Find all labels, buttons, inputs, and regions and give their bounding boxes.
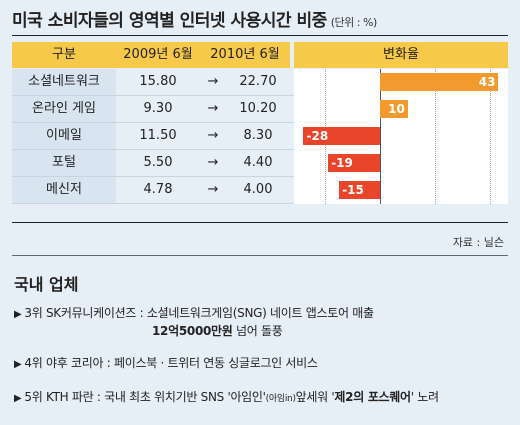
triangle-icon: ▶ bbox=[14, 359, 22, 370]
bar-label: -19 bbox=[331, 156, 353, 170]
domestic-item-1-line2: 12억5000만원 넘어 돌풍 bbox=[152, 322, 283, 339]
arrow-icon: → bbox=[207, 182, 219, 197]
row-name: 메신저 bbox=[12, 177, 116, 203]
row-separator bbox=[12, 203, 294, 204]
value-2009: 4.78 bbox=[143, 182, 173, 197]
table-row: 소셜네트워크 15.80 → 22.70 bbox=[12, 69, 294, 95]
row-separator bbox=[12, 95, 294, 96]
bar: 10 bbox=[380, 100, 408, 118]
triangle-icon: ▶ bbox=[14, 393, 22, 404]
row-name: 포털 bbox=[12, 150, 116, 176]
chart-title: 미국 소비자들의 영역별 인터넷 사용시간 비중 (단위 : %) bbox=[12, 6, 377, 31]
value-2009: 15.80 bbox=[139, 74, 177, 89]
zero-axis bbox=[380, 69, 382, 204]
item-company: 4위 야후 코리아 bbox=[24, 356, 104, 370]
item-text: 국내 최초 위치기반 SNS '아임인' bbox=[104, 390, 266, 404]
section-divider bbox=[12, 255, 508, 256]
table-row: 온라인 게임 9.30 → 10.20 bbox=[12, 96, 294, 122]
item-sep: : bbox=[103, 356, 114, 370]
item-text-mid: 앞세워 ' bbox=[295, 390, 335, 404]
row-name: 이메일 bbox=[12, 123, 116, 149]
header-2010: 2010년 6월 bbox=[200, 42, 290, 68]
bar: 43 bbox=[380, 73, 499, 91]
source-label: 자료 : 닐슨 bbox=[452, 236, 504, 249]
item-company: 3위 SK커뮤니케이션즈 bbox=[24, 306, 137, 320]
header-2009: 2009년 6월 bbox=[116, 42, 200, 68]
arrow-icon: → bbox=[207, 155, 219, 170]
grid-line bbox=[435, 69, 437, 204]
arrow-icon: → bbox=[207, 101, 219, 116]
row-separator bbox=[12, 176, 294, 177]
item-text-small: (아임in) bbox=[265, 394, 296, 404]
grid-line bbox=[490, 69, 492, 204]
bar: -19 bbox=[328, 154, 381, 172]
item-highlight: 12억5000만원 bbox=[152, 324, 233, 338]
header-category: 구분 bbox=[12, 42, 116, 68]
value-2009: 11.50 bbox=[139, 128, 177, 143]
row-name: 소셜네트워크 bbox=[12, 69, 116, 95]
value-2010: 22.70 bbox=[239, 74, 277, 89]
domestic-item-3: ▶ 5위 KTH 파란 : 국내 최초 위치기반 SNS '아임인'(아임in)앞… bbox=[14, 388, 439, 405]
header-change: 변화율 bbox=[294, 42, 508, 68]
bar-label: 10 bbox=[388, 102, 405, 116]
domestic-item-1: ▶ 3위 SK커뮤니케이션즈 : 소셜네트워크게임(SNG) 네이트 앱스토어 매… bbox=[14, 304, 374, 321]
bar-label: 43 bbox=[478, 75, 496, 89]
item-company: 5위 KTH 파란 bbox=[24, 390, 94, 404]
triangle-icon: ▶ bbox=[14, 309, 22, 320]
item-highlight: 제2의 포스퀘어 bbox=[334, 390, 411, 404]
row-separator bbox=[12, 122, 294, 123]
value-2009: 9.30 bbox=[143, 101, 173, 116]
value-2010: 8.30 bbox=[243, 128, 273, 143]
row-name: 온라인 게임 bbox=[12, 96, 116, 122]
table-row: 포털 5.50 → 4.40 bbox=[12, 150, 294, 176]
item-sep: : bbox=[93, 390, 105, 404]
row-separator bbox=[12, 149, 294, 150]
unit-label: (단위 : %) bbox=[330, 16, 377, 29]
domestic-item-2: ▶ 4위 야후 코리아 : 페이스북 · 트위터 연동 싱글로그인 서비스 bbox=[14, 354, 318, 371]
item-sep: : bbox=[136, 306, 147, 320]
value-2010: 4.40 bbox=[243, 155, 273, 170]
bar: -28 bbox=[303, 127, 381, 145]
item-text: 소셜네트워크게임(SNG) 네이트 앱스토어 매출 bbox=[146, 306, 374, 320]
domestic-title: 국내 업체 bbox=[14, 275, 79, 294]
title-rule bbox=[12, 35, 508, 36]
table-row: 이메일 11.50 → 8.30 bbox=[12, 123, 294, 149]
title-text: 미국 소비자들의 영역별 인터넷 사용시간 비중 bbox=[12, 11, 327, 31]
item-text: 페이스북 · 트위터 연동 싱글로그인 서비스 bbox=[113, 356, 318, 370]
value-2010: 10.20 bbox=[239, 101, 277, 116]
value-2010: 4.00 bbox=[243, 182, 273, 197]
table-bottom-rule bbox=[12, 222, 508, 223]
item-text-rest: 넘어 돌풍 bbox=[232, 324, 283, 338]
bar-label: -15 bbox=[342, 183, 364, 197]
item-text-post: ' 노려 bbox=[410, 390, 439, 404]
bar-label: -28 bbox=[306, 129, 329, 143]
arrow-icon: → bbox=[207, 128, 219, 143]
arrow-icon: → bbox=[207, 74, 219, 89]
bar: -15 bbox=[339, 181, 381, 199]
table-row: 메신저 4.78 → 4.00 bbox=[12, 177, 294, 203]
value-2009: 5.50 bbox=[143, 155, 173, 170]
